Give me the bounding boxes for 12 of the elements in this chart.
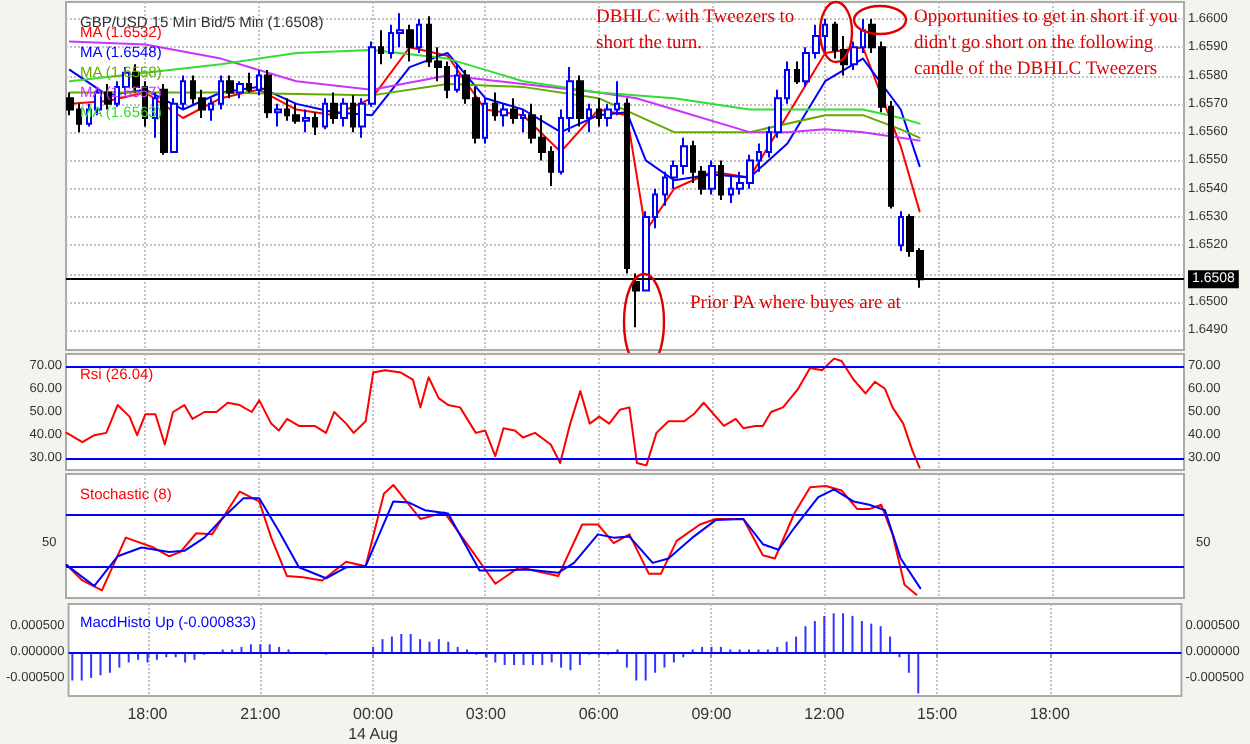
x-tick-label: 06:00 [578, 705, 620, 723]
x-tick-label: 21:00 [240, 705, 282, 723]
annotation: DBHLC with Tweezers to short the turn. [596, 6, 797, 58]
x-tick-label: 12:00 [804, 705, 846, 723]
x-tick-label: 00:00 14 Aug [348, 705, 399, 743]
annotation: Opportunities to get in short if you didn't go short on the following candle of the DBHLC Tweezers [914, 8, 1178, 80]
x-tick-label: 18:00 [1029, 705, 1071, 723]
x-tick-label: 18:00 [127, 705, 169, 723]
x-tick-label: 15:00 [917, 705, 959, 723]
x-tick-label: 03:00 [465, 705, 507, 723]
x-tick-label: 09:00 [691, 705, 733, 723]
annotation: Prior PA where buyes are at [690, 292, 903, 318]
